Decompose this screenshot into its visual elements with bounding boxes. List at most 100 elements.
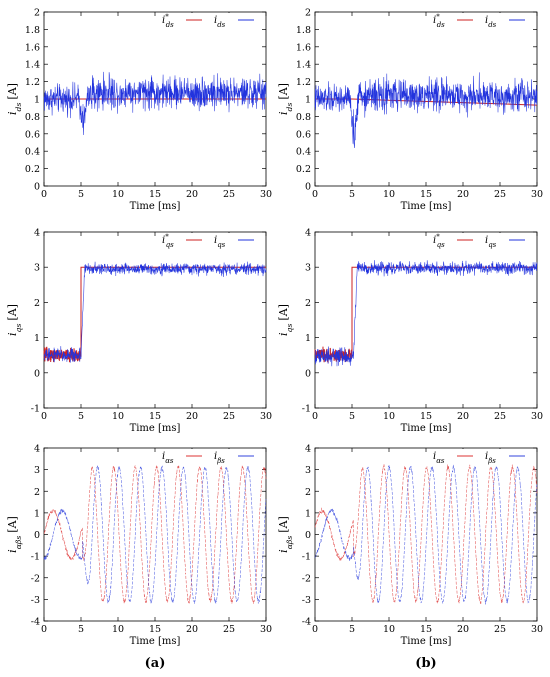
x-tick-label: 15 bbox=[420, 189, 432, 200]
legend-label: ids bbox=[485, 15, 497, 29]
y-tick-label: -4 bbox=[31, 617, 40, 628]
x-tick-label: 0 bbox=[312, 411, 318, 422]
y-tick-label: -3 bbox=[31, 595, 40, 606]
panel-label-b: (b) bbox=[415, 656, 436, 671]
x-tick-label: 20 bbox=[186, 624, 198, 635]
x-tick-label: 5 bbox=[349, 189, 355, 200]
y-tick-label: 3 bbox=[305, 263, 311, 274]
x-tick-label: 25 bbox=[223, 411, 235, 422]
x-tick-label: 25 bbox=[223, 189, 235, 200]
x-tick-label: 25 bbox=[494, 624, 506, 635]
x-tick-label: 20 bbox=[186, 189, 198, 200]
x-tick-label: 25 bbox=[223, 624, 235, 635]
x-tick-label: 15 bbox=[420, 411, 432, 422]
x-tick-label: 5 bbox=[349, 624, 355, 635]
y-tick-label: 1.2 bbox=[296, 77, 311, 88]
x-tick-label: 10 bbox=[112, 624, 124, 635]
plot-frame bbox=[314, 231, 538, 409]
y-tick-label: 1 bbox=[34, 508, 40, 519]
y-tick-label: 2 bbox=[34, 487, 40, 498]
x-axis-label: Time [ms] bbox=[401, 423, 452, 434]
chart-a-ids: 0 5 10 15 20 25 30 0 0.2 0.4 0.6 0.8 1 1.2 1.4 1.6 1.8 2 T… bbox=[6, 8, 272, 213]
x-tick-label: 15 bbox=[149, 411, 161, 422]
x-axis-label: Time [ms] bbox=[130, 201, 181, 212]
x-tick-label: 30 bbox=[531, 411, 543, 422]
y-tick-label: 0.4 bbox=[25, 147, 40, 158]
y-tick-label: 0 bbox=[305, 530, 311, 541]
y-tick-label: 0.8 bbox=[296, 112, 311, 123]
legend-label: ids bbox=[214, 15, 226, 29]
y-tick-label: 1.6 bbox=[296, 42, 311, 53]
series-is-line bbox=[43, 465, 267, 604]
series-is-line bbox=[314, 464, 538, 605]
x-tick-label: 10 bbox=[383, 624, 395, 635]
series-is-line bbox=[43, 464, 267, 605]
chart-a-iab: 0 5 10 15 20 25 30 -4 -3 -2 -1 0 1 2 3 4 Time [ms] iαβs[A… bbox=[6, 444, 272, 648]
x-tick-label: 25 bbox=[494, 189, 506, 200]
plot-frame bbox=[43, 231, 267, 409]
y-tick-label: -2 bbox=[302, 573, 311, 584]
y-tick-label: 2 bbox=[305, 487, 311, 498]
y-tick-label: 1.4 bbox=[25, 60, 40, 71]
x-tick-label: 15 bbox=[149, 189, 161, 200]
legend: iαs iβs bbox=[430, 449, 534, 465]
x-axis-label: Time [ms] bbox=[401, 201, 452, 212]
x-tick-label: 30 bbox=[260, 189, 272, 200]
y-tick-label: 0.2 bbox=[296, 164, 311, 175]
y-tick-label: 1.8 bbox=[25, 25, 40, 36]
y-tick-label: 2 bbox=[34, 298, 40, 309]
y-tick-label: 3 bbox=[305, 465, 311, 476]
x-tick-label: 0 bbox=[312, 189, 318, 200]
y-tick-label: 1 bbox=[305, 333, 311, 344]
y-tick-label: 0 bbox=[305, 368, 311, 379]
x-tick-label: 10 bbox=[383, 411, 395, 422]
series-iqs-line bbox=[43, 261, 267, 363]
x-tick-label: 10 bbox=[112, 411, 124, 422]
y-axis-label: ids[A] bbox=[277, 83, 294, 115]
x-tick-label: 0 bbox=[41, 624, 47, 635]
y-tick-label: 0.6 bbox=[296, 129, 311, 140]
y-tick-label: 4 bbox=[305, 444, 311, 455]
y-tick-label: 0.4 bbox=[296, 147, 311, 158]
y-tick-label: 4 bbox=[305, 228, 311, 239]
legend-label: i* ds bbox=[162, 13, 174, 29]
x-tick-label: 5 bbox=[78, 624, 84, 635]
legend-label: iβs bbox=[214, 451, 225, 465]
y-axis-label: iqs[A] bbox=[6, 304, 23, 336]
y-tick-label: 2 bbox=[34, 8, 40, 19]
legend-label: iqs bbox=[485, 235, 497, 249]
panel-label-a: (a) bbox=[145, 656, 166, 671]
y-tick-label: 0 bbox=[34, 182, 40, 193]
legend: i* ds ids bbox=[430, 13, 534, 29]
legend: i* qs iqs bbox=[159, 233, 263, 249]
series-ids-line bbox=[43, 71, 267, 136]
x-tick-label: 30 bbox=[260, 624, 272, 635]
y-tick-label: 4 bbox=[34, 228, 40, 239]
legend-label: iqs bbox=[214, 235, 226, 249]
series-is-line bbox=[314, 464, 538, 605]
x-tick-label: 0 bbox=[312, 624, 318, 635]
legend-label: iαs bbox=[162, 451, 174, 465]
x-tick-label: 5 bbox=[78, 189, 84, 200]
y-tick-label: 1.8 bbox=[296, 25, 311, 36]
x-tick-label: 30 bbox=[531, 189, 543, 200]
y-axis-label: iαβs[A] bbox=[6, 516, 23, 553]
y-tick-label: 1 bbox=[34, 333, 40, 344]
x-tick-label: 20 bbox=[457, 411, 469, 422]
legend: i* qs iqs bbox=[430, 233, 534, 249]
y-axis-label: ids[A] bbox=[6, 83, 23, 115]
legend-label: i* ds bbox=[433, 13, 445, 29]
y-tick-label: 1.4 bbox=[296, 60, 311, 71]
y-tick-label: 0.6 bbox=[25, 129, 40, 140]
legend-label: iαs bbox=[433, 451, 445, 465]
x-tick-label: 20 bbox=[457, 624, 469, 635]
y-tick-label: 0.2 bbox=[25, 164, 40, 175]
y-tick-label: 1 bbox=[305, 95, 311, 106]
y-tick-label: 2 bbox=[305, 298, 311, 309]
y-tick-label: -1 bbox=[302, 404, 311, 415]
x-tick-label: 15 bbox=[149, 624, 161, 635]
x-tick-label: 5 bbox=[349, 411, 355, 422]
x-tick-label: 20 bbox=[457, 189, 469, 200]
legend-label: i* qs bbox=[162, 233, 174, 249]
